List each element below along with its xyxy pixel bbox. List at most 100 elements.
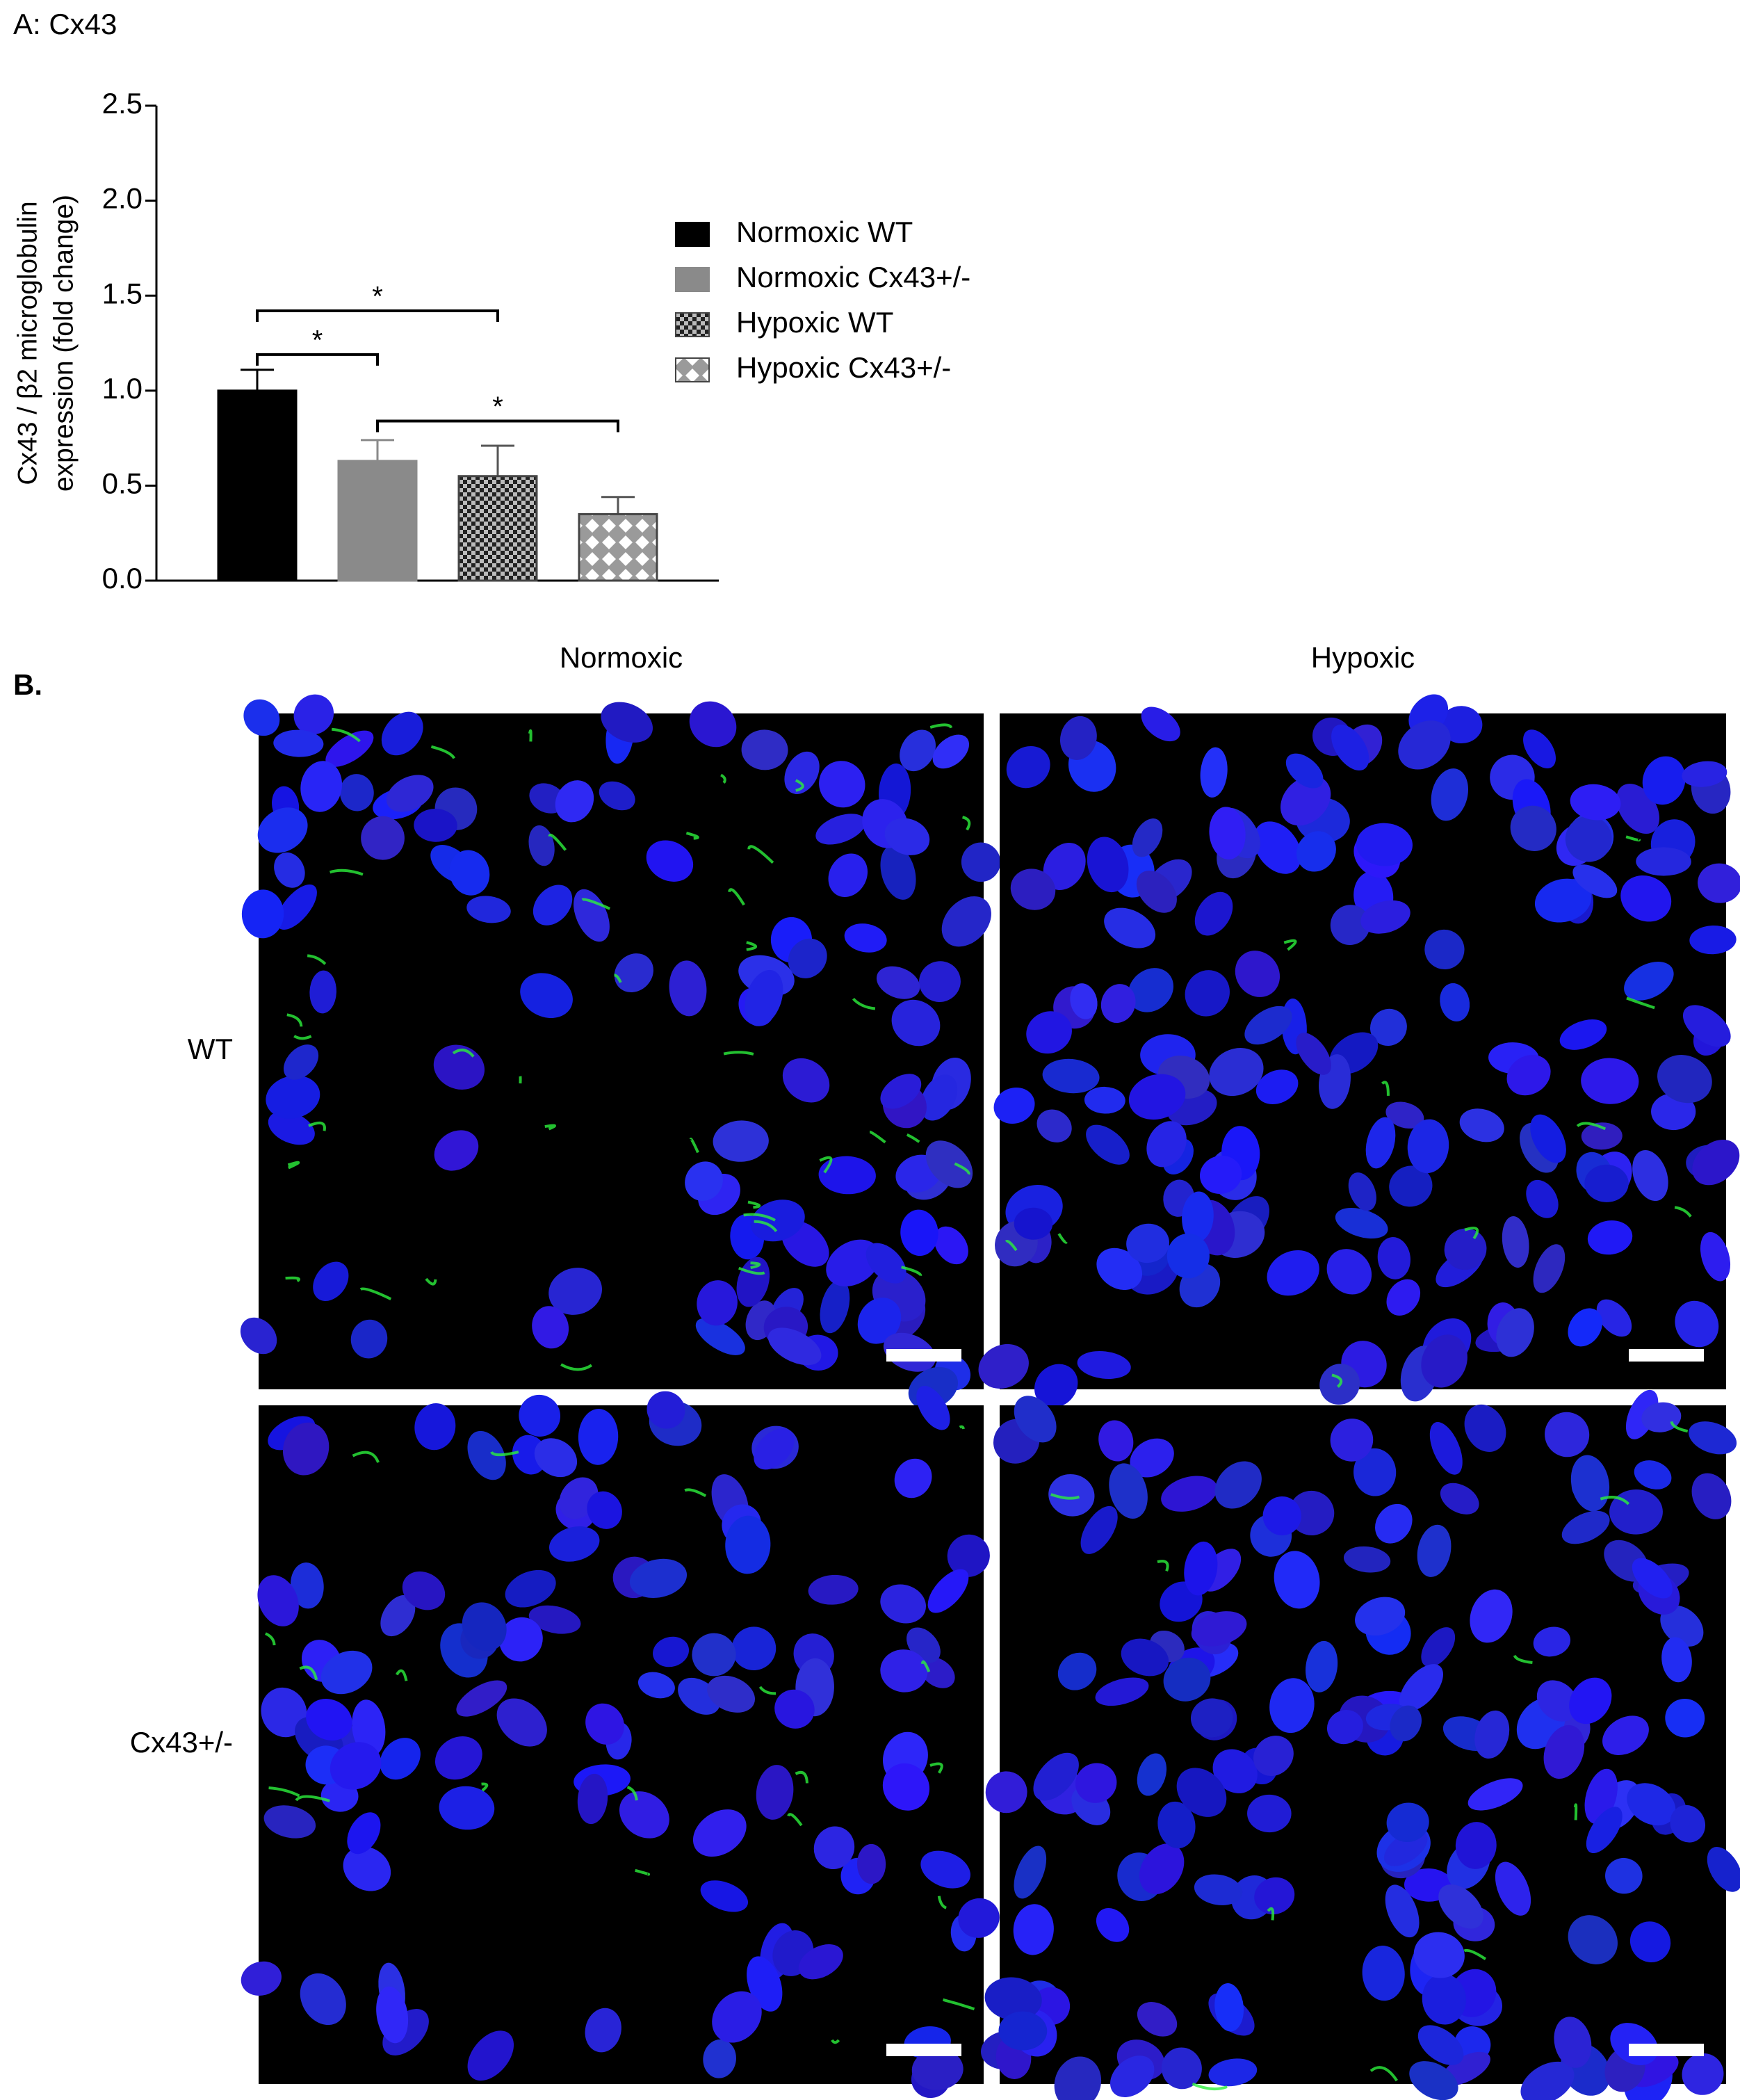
nucleus [241,889,284,939]
cx43-signal [852,997,876,1010]
nucleus [1377,1237,1410,1279]
cx43-signal [795,1770,808,1784]
bar [217,389,298,582]
nucleus [1596,1299,1632,1337]
nucleus [1642,756,1686,805]
nucleus [998,2011,1048,2051]
cx43-signal [560,1363,593,1371]
nucleus [1584,1164,1629,1202]
nucleus [456,1680,507,1717]
nucleus [1559,1019,1607,1050]
nucleus [1042,1058,1100,1094]
nucleus [808,1574,859,1605]
nucleus [1110,2055,1155,2097]
nucleus [1141,706,1180,742]
nucleus [1280,775,1331,826]
nucleus [1467,1778,1523,1811]
nucleus [261,1687,307,1738]
nucleus [532,1306,569,1349]
nucleus [876,966,920,999]
nucleus [585,2008,621,2053]
nucleus [692,1633,736,1677]
legend-label: Hypoxic WT [736,306,893,339]
nucleus [1682,1005,1731,1047]
nucleus [1326,1710,1363,1745]
nucleus [555,780,594,823]
cx43-signal [795,779,804,792]
nucleus [916,1386,950,1430]
nucleus [1413,1932,1465,1978]
nucleus [587,1491,622,1529]
nucleus [339,774,374,811]
nucleus [290,1562,324,1609]
nucleus [857,1298,902,1344]
nucleus [754,1428,795,1470]
nucleus [707,1675,755,1713]
nucleus [1523,729,1556,768]
nucleus [1296,1033,1331,1075]
nucleus [1200,747,1228,798]
nucleus [1506,1054,1551,1096]
nucleus [1682,2053,1724,2095]
nucleus [1569,1677,1612,1725]
cx43-signal [1464,1227,1479,1240]
nucleus [1136,871,1177,913]
micrograph [978,694,1740,1408]
nucleus [386,775,434,812]
nucleus [1121,1638,1169,1677]
cx43-signal [750,1261,761,1270]
nucleus [1254,1877,1295,1915]
nucleus [1632,1149,1668,1202]
nucleus [788,938,827,978]
nucleus [1348,1172,1376,1211]
nucleus [343,1846,391,1891]
chart-title: A: Cx43 [13,8,117,40]
nucleus [1080,1505,1118,1554]
nucleus [920,1074,958,1121]
significance-bracket [256,353,379,366]
nucleus [911,2049,963,2090]
cx43-signal [869,1130,886,1144]
nucleus [1632,1558,1673,1599]
nucleus [347,1812,381,1855]
nucleus [745,969,783,1026]
nucleus [689,701,737,748]
nucleus [257,1575,299,1626]
cx43-signal [430,745,456,759]
nucleus [496,1698,547,1747]
nucleus [1565,816,1612,862]
legend-label: Hypoxic Cx43+/- [736,351,951,384]
nucleus [1568,1915,1618,1964]
cx43-signal [943,1998,975,2011]
cx43-signal [548,833,567,851]
nucleus [276,884,317,930]
nucleus [1605,1857,1643,1894]
nucleus [1255,1069,1299,1104]
nucleus [274,852,305,888]
nucleus [1087,837,1129,893]
nucleus [1057,1652,1097,1690]
nucleus [819,761,865,808]
nucleus [1386,1802,1429,1842]
nucleus [1166,1233,1210,1279]
legend-swatch [675,267,710,292]
nucleus [1417,2025,1464,2065]
cx43-signal [901,1266,922,1277]
nucleus [1184,1541,1218,1596]
nucleus [920,1850,971,1889]
nucleus [1176,1768,1227,1817]
cx43-signal [544,1124,556,1131]
legend-swatch [675,312,710,337]
nucleus [844,923,887,953]
nucleus [1533,1626,1571,1657]
cx43-signal [1331,1373,1343,1388]
nucleus [1146,1121,1187,1168]
nucleus [712,1991,762,2043]
nucleus [1139,1843,1185,1895]
nucleus [1214,1983,1244,2032]
nucleus [1636,847,1691,876]
nucleus [534,1438,578,1478]
cx43-signal [937,1896,947,1909]
cx43-signal [738,1266,765,1275]
nucleus [1274,1551,1320,1609]
